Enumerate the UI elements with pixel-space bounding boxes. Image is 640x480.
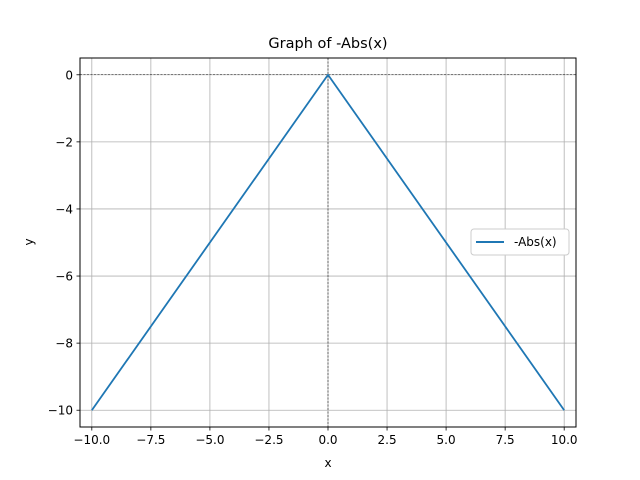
x-tick-label: 0.0	[318, 433, 337, 447]
x-tick-label: 2.5	[378, 433, 397, 447]
x-tick-label: 10.0	[551, 433, 578, 447]
legend: -Abs(x)	[470, 228, 570, 256]
x-tick-label: 5.0	[437, 433, 456, 447]
y-axis-ticks: 0 −2 −4 −6 −8 −10	[48, 68, 80, 418]
x-axis-ticks: −10.0 −7.5 −5.0 −2.5 0.0 2.5 5.0 7.5 10.0	[73, 427, 578, 447]
series-line	[91, 73, 565, 411]
y-tick-label: 0	[65, 68, 73, 82]
x-tick-label: 7.5	[496, 433, 515, 447]
x-axis-label: x	[324, 456, 331, 470]
y-tick-label: −10	[48, 404, 73, 418]
y-tick-label: −8	[55, 337, 73, 351]
chart-title: Graph of -Abs(x)	[268, 36, 387, 52]
legend-label: -Abs(x)	[514, 235, 557, 249]
y-axis-label: y	[22, 238, 36, 245]
x-tick-label: −10.0	[73, 433, 110, 447]
x-tick-label: −2.5	[254, 433, 283, 447]
x-tick-label: −7.5	[136, 433, 165, 447]
y-tick-label: −6	[55, 270, 73, 284]
series-layer	[91, 73, 565, 411]
reference-lines	[80, 58, 576, 427]
y-tick-label: −4	[55, 202, 73, 216]
legend-box	[470, 228, 570, 256]
x-tick-label: −5.0	[195, 433, 224, 447]
y-tick-label: −2	[55, 135, 73, 149]
